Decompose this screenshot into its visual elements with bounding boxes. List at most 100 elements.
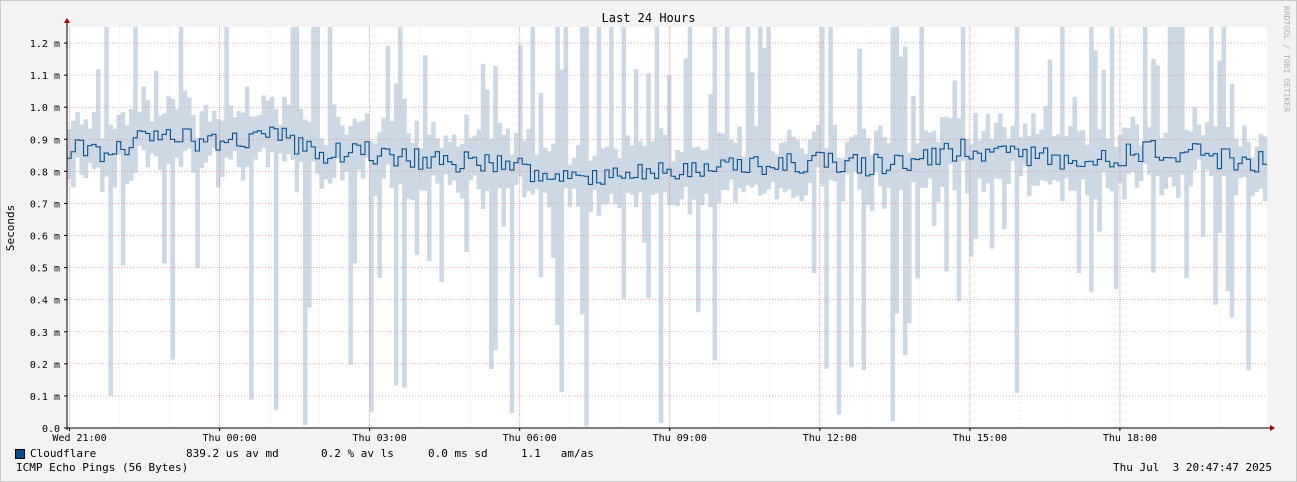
smoke-band [282, 97, 287, 162]
smoke-band [778, 143, 784, 189]
smoke-band [1233, 138, 1239, 196]
smoke-band [505, 128, 511, 188]
smoke-band [1084, 144, 1090, 196]
smoke-band [931, 130, 937, 226]
smoke-band [1134, 124, 1140, 188]
line-layer [67, 126, 1267, 185]
smoke-band [720, 133, 726, 191]
smoke-band [584, 27, 589, 427]
x-tick-label: Thu 12:00 [803, 433, 857, 444]
smoke-band [427, 134, 432, 261]
smoke-band [712, 27, 718, 361]
smoke-band [592, 155, 598, 190]
smoke-band [526, 129, 531, 192]
y-axis-title: Seconds [4, 205, 17, 251]
series-line-cloudflare [67, 126, 1267, 185]
smoke-band [919, 27, 924, 188]
smoke-band [1196, 124, 1202, 160]
smoke-band [1171, 27, 1177, 187]
smoke-band [261, 95, 267, 148]
smoke-band [116, 114, 122, 155]
smoke-band [704, 149, 709, 194]
smoke-band [129, 109, 134, 181]
smoke-band [203, 105, 209, 163]
y-tick-label: 0.9 m [30, 135, 60, 146]
smoke-band [509, 155, 515, 413]
smoke-band [489, 139, 494, 370]
smoke-band [795, 140, 800, 196]
smoke-band [927, 132, 933, 179]
smoke-band [480, 63, 486, 209]
smoke-band [621, 27, 627, 299]
smoke-band [629, 145, 635, 195]
smoke-band [1204, 122, 1210, 171]
y-tick-label: 0.4 m [30, 296, 60, 307]
smoke-band [265, 100, 271, 168]
smoke-band [815, 125, 821, 168]
smoke-band [803, 154, 809, 196]
smoke-band [766, 27, 771, 190]
smoke-band [770, 151, 775, 183]
smoke-band [244, 86, 250, 167]
footer-timestamp: Thu Jul 3 20:47:47 2025 [1113, 461, 1272, 474]
smoke-band [447, 142, 453, 186]
smoke-band [642, 146, 647, 243]
smoke-band [882, 137, 887, 209]
smoke-band [83, 119, 89, 178]
smoke-band [95, 69, 101, 168]
y-tick-label: 0.3 m [30, 328, 60, 339]
smoke-band [741, 156, 747, 193]
smoke-band [220, 120, 225, 178]
smoke-band [398, 27, 403, 185]
smoke-band [1097, 129, 1102, 232]
smoke-band [141, 86, 147, 151]
smoke-band [1031, 113, 1036, 186]
smoke-band [542, 147, 548, 193]
smoke-band [1010, 125, 1015, 161]
smoke-band [861, 128, 867, 371]
smoke-band [455, 146, 461, 193]
smoke-band [1262, 136, 1268, 202]
smoke-band [662, 134, 668, 193]
smoke-band [791, 136, 796, 198]
smoke-band [977, 140, 982, 179]
smoke-band [402, 98, 407, 388]
smoke-band [311, 27, 316, 162]
smoke-band [935, 141, 941, 203]
smoke-band [658, 128, 664, 423]
smoke-band [468, 138, 473, 181]
smoke-band [162, 113, 167, 264]
smoke-band [1047, 59, 1053, 185]
smoke-band [633, 69, 639, 208]
smoke-band [969, 144, 974, 257]
label-layer: 0.0 0.1 m 0.2 m 0.3 m 0.4 m 0.5 m 0.6 m 0.7 m 0.… [4, 39, 1157, 444]
smoke-band [137, 111, 142, 146]
smoke-band [588, 160, 593, 212]
smoke-band [782, 141, 788, 193]
smoke-band [538, 92, 544, 278]
y-tick-label: 0.8 m [30, 167, 60, 178]
y-axis-arrow [64, 18, 70, 23]
smoke-band [348, 126, 353, 365]
smoke-band [865, 138, 871, 205]
smoke-band [737, 126, 742, 189]
smoke-band [472, 135, 478, 176]
smoke-band [91, 112, 97, 170]
smoke-band [232, 117, 238, 152]
smoke-band [385, 45, 391, 165]
smoke-band [1122, 127, 1127, 200]
smoke-band [700, 149, 705, 206]
smoke-band [762, 47, 767, 194]
smoke-band [551, 143, 556, 258]
smoke-band [609, 27, 614, 195]
y-tick-label: 0.1 m [30, 392, 60, 403]
smoke-band [960, 27, 966, 162]
smoke-band [820, 27, 825, 187]
smoke-band [667, 74, 672, 206]
smoke-band [753, 125, 759, 185]
smoke-band [1093, 50, 1098, 200]
smoke-band [646, 73, 651, 299]
smoke-band [451, 134, 457, 181]
legend-ratio: 1.1 am/as [521, 447, 594, 460]
smoke-band [1221, 27, 1227, 177]
